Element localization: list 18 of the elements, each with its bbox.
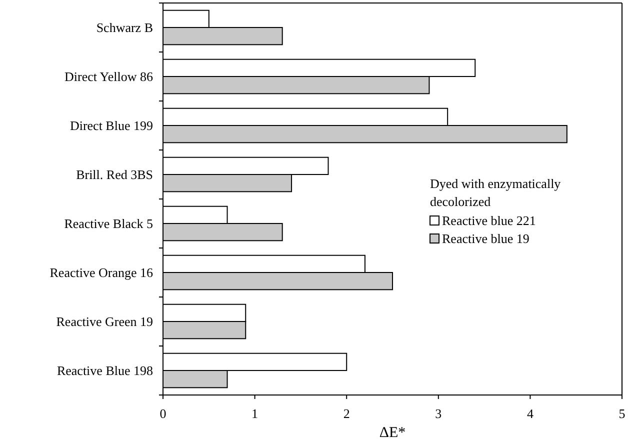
y-tick-label: Reactive Black 5	[64, 216, 153, 232]
x-tick-label: 0	[160, 406, 166, 421]
x-axis-title: ΔE*	[379, 425, 406, 439]
legend-title: Dyed with enzymatically decolorized	[430, 176, 562, 209]
y-tick-label: Reactive Green 19	[56, 314, 153, 330]
legend-label: Reactive blue 221	[442, 213, 536, 228]
y-tick-label: Direct Yellow 86	[64, 69, 154, 84]
y-tick-label: Reactive Orange 16	[50, 265, 154, 280]
x-tick-label: 3	[435, 406, 442, 421]
legend-label: Reactive blue 19	[442, 231, 530, 246]
y-tick-label: Schwarz B	[96, 20, 154, 36]
x-tick-label: 5	[618, 406, 626, 421]
y-tick-label: Brill. Red 3BS	[76, 167, 153, 182]
x-tick-label: 1	[252, 406, 258, 421]
y-tick-label: Direct Blue 199	[70, 118, 153, 134]
x-tick-label: 4	[526, 406, 534, 421]
x-tick-label: 2	[343, 406, 350, 421]
y-tick-label: Reactive Blue 198	[56, 363, 153, 378]
